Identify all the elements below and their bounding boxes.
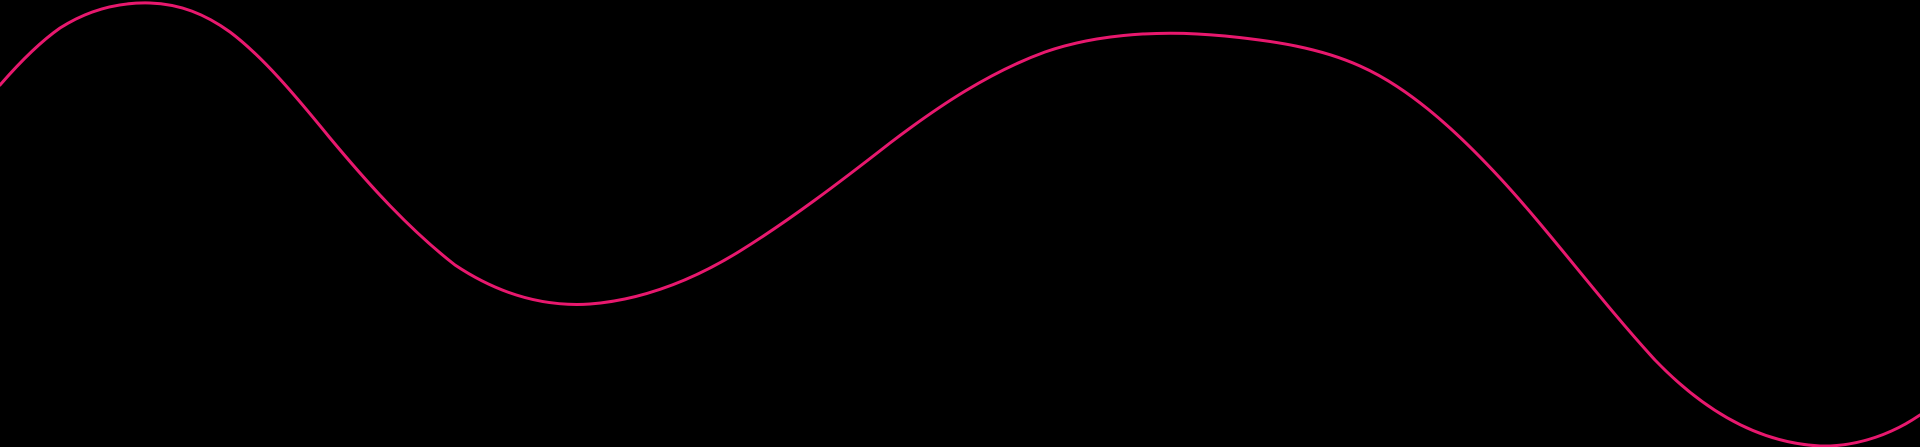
plot-background	[0, 0, 1920, 447]
curve-svg-canvas	[0, 0, 1920, 447]
pink-wave-line	[0, 1, 1920, 447]
sine-wave-plot	[0, 0, 1920, 447]
